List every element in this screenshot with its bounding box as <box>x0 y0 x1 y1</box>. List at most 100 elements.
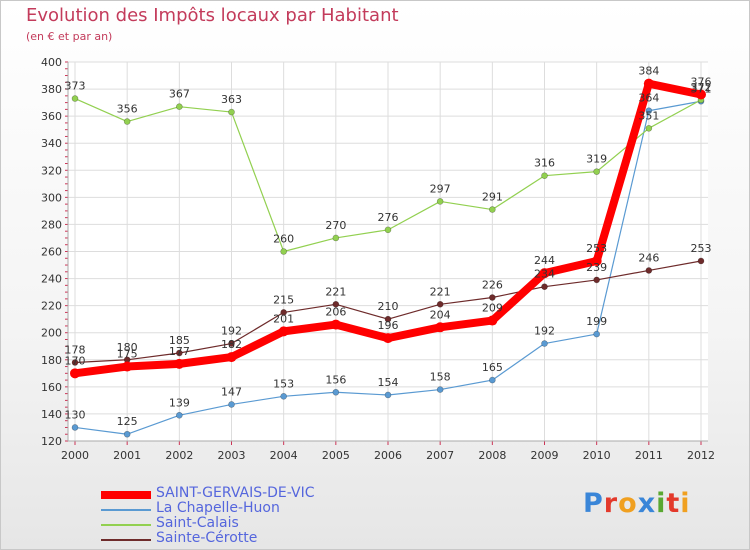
data-label: 185 <box>169 334 190 347</box>
data-label: 221 <box>430 285 451 298</box>
data-label: 376 <box>691 75 712 88</box>
y-tick-label: 260 <box>41 246 62 259</box>
x-tick-label: 2009 <box>531 449 559 462</box>
data-label: 139 <box>169 396 190 409</box>
data-label: 154 <box>378 376 399 389</box>
data-label: 291 <box>482 191 503 204</box>
data-label: 384 <box>638 65 659 78</box>
logo-letter: x <box>637 488 657 519</box>
data-label: 297 <box>430 182 451 195</box>
data-point <box>539 268 550 279</box>
x-tick-label: 2011 <box>635 449 663 462</box>
data-label: 363 <box>221 93 242 106</box>
data-point <box>280 393 287 400</box>
data-label: 147 <box>221 385 242 398</box>
data-point <box>383 333 393 344</box>
data-point <box>71 359 79 366</box>
legend-label: Sainte-Cérotte <box>156 530 258 546</box>
x-tick-label: 2004 <box>270 449 298 462</box>
data-label: 246 <box>638 251 659 264</box>
y-tick-label: 380 <box>41 83 62 96</box>
data-point <box>541 172 548 179</box>
data-label: 221 <box>325 285 346 298</box>
data-point <box>436 386 444 393</box>
data-label: 204 <box>430 308 451 321</box>
data-point <box>593 330 600 338</box>
data-point <box>541 340 548 347</box>
data-label: 239 <box>586 261 607 274</box>
data-label: 244 <box>534 254 555 267</box>
logo-letter: o <box>618 488 638 519</box>
data-label: 201 <box>273 312 294 325</box>
y-tick-label: 180 <box>41 354 62 367</box>
y-tick-label: 220 <box>41 300 62 313</box>
data-point <box>593 276 600 284</box>
data-point <box>228 401 235 408</box>
x-tick-label: 2001 <box>113 449 141 462</box>
data-label: 192 <box>221 325 242 338</box>
data-point <box>280 248 287 255</box>
data-point <box>332 388 340 396</box>
data-label: 180 <box>117 341 138 354</box>
data-label: 178 <box>65 343 86 356</box>
data-point <box>643 78 654 89</box>
data-label: 234 <box>534 268 555 281</box>
data-label: 356 <box>117 103 138 116</box>
logo-letter: P <box>583 488 604 519</box>
data-point <box>176 349 183 357</box>
legend-swatch <box>101 524 151 526</box>
y-tick-label: 280 <box>41 218 62 231</box>
x-tick-label: 2003 <box>218 449 246 462</box>
data-point <box>489 376 496 384</box>
data-point <box>593 168 600 175</box>
data-label: 210 <box>378 300 399 313</box>
legend-label: Saint-Calais <box>156 515 239 531</box>
data-point <box>384 315 392 323</box>
y-tick-label: 300 <box>41 191 62 204</box>
data-point <box>226 352 237 363</box>
data-point <box>70 368 80 379</box>
legend-swatch <box>101 539 151 541</box>
data-label: 199 <box>586 315 607 328</box>
data-point <box>384 226 392 234</box>
y-tick-label: 360 <box>41 110 62 123</box>
legend-label: La Chapelle-Huon <box>156 500 280 516</box>
data-label: 215 <box>273 293 294 306</box>
data-point <box>71 95 79 102</box>
data-label: 270 <box>325 219 346 232</box>
data-label: 364 <box>638 92 659 105</box>
data-point <box>280 309 287 316</box>
data-point <box>436 300 444 308</box>
y-tick-label: 400 <box>41 56 62 69</box>
data-label: 371 <box>691 82 712 95</box>
data-point <box>228 340 235 347</box>
data-point <box>71 424 79 431</box>
data-label: 156 <box>325 373 346 386</box>
x-tick-label: 2000 <box>61 449 89 462</box>
y-tick-label: 320 <box>41 164 62 177</box>
data-label: 226 <box>482 279 503 292</box>
logo-letter: i <box>680 488 691 519</box>
data-label: 372 <box>691 81 712 94</box>
data-point <box>278 326 289 337</box>
data-label: 367 <box>169 88 190 101</box>
y-tick-label: 200 <box>41 327 62 340</box>
x-tick-label: 2012 <box>687 449 715 462</box>
data-label: 206 <box>325 306 346 319</box>
data-label: 182 <box>221 338 242 351</box>
data-point <box>591 255 602 266</box>
chart-title: Evolution des Impôts locaux par Habitant <box>26 5 399 26</box>
data-point <box>435 322 446 333</box>
x-tick-label: 2002 <box>165 449 193 462</box>
y-tick-label: 340 <box>41 137 62 150</box>
data-point <box>645 107 653 115</box>
data-label: 192 <box>534 325 555 338</box>
data-point <box>330 319 341 330</box>
data-label: 153 <box>273 377 294 390</box>
data-point <box>489 206 496 213</box>
x-tick-label: 2010 <box>583 449 611 462</box>
proxiti-logo: Proxiti <box>583 488 691 519</box>
data-label: 316 <box>534 157 555 170</box>
data-label: 196 <box>378 319 399 332</box>
data-point <box>487 315 498 326</box>
